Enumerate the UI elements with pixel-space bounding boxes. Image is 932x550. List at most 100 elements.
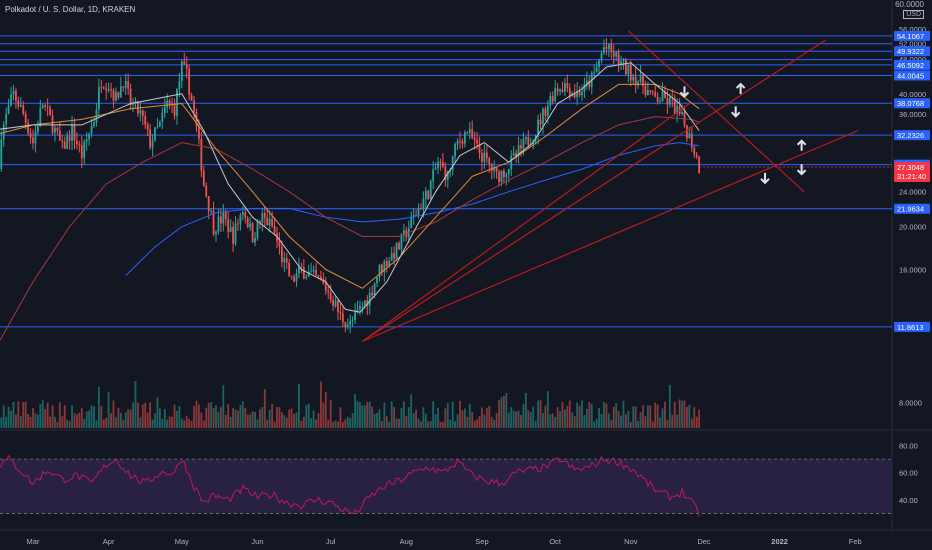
volume-bar [78,412,81,428]
candle-body [566,82,569,88]
volume-bar [373,413,376,428]
candle-body [546,105,549,116]
volume-bar [629,421,632,428]
volume-bar [63,405,66,428]
volume-bar [227,404,230,428]
volume-bar [44,408,47,428]
candle-body [271,218,274,227]
volume-bar [585,408,588,428]
volume-bar [80,408,83,428]
price-tick-label: 16.0000 [899,265,926,274]
candle-body [27,122,30,133]
volume-bar [493,419,496,428]
candle-body [100,87,103,89]
down-arrow-icon[interactable] [679,86,690,98]
volume-bar [686,406,688,428]
candle-body [63,141,66,149]
candle-body [222,211,225,224]
volume-bar [661,408,664,428]
volume-bar [256,419,259,428]
volume-bar [51,405,54,428]
candle-body [578,90,581,96]
volume-bar [503,395,505,428]
candle-body [158,121,161,127]
volume-bar [15,414,17,428]
volume-bar [420,421,422,428]
candle-body [402,230,405,235]
candle-body [215,231,217,235]
trendlines [362,30,858,342]
candle-body [341,313,344,323]
level-price-label: 38.0768 [897,99,924,108]
up-arrow-icon[interactable] [735,82,746,95]
volume-bar [639,412,642,428]
level-price-label: 49.9322 [897,47,924,56]
volume-bar [119,412,122,428]
volume-bar [276,407,278,428]
volume-bar [17,401,20,428]
volume-bar [442,421,444,428]
candle-body [398,242,400,250]
candle-body [310,271,313,273]
candle-body [46,106,49,108]
candle-body [524,137,527,140]
candle-body [439,161,442,163]
candle-body [80,145,83,159]
volume-bar [485,407,488,428]
volume-bar [46,402,49,428]
trendline[interactable] [362,130,858,342]
candle-body [163,107,166,113]
candle-body [337,300,339,313]
currency-unit-button[interactable]: USD [903,10,924,19]
volume-bar [341,421,344,428]
down-arrow-icon[interactable] [760,172,770,185]
volume-bar [315,419,317,428]
volume-bar [415,409,417,428]
volume-bar [200,412,203,428]
volume-bar [654,402,657,428]
candle-body [688,133,691,139]
candle-body [573,93,576,98]
volume-bar [561,402,564,428]
candle-body [280,246,283,263]
candle-body [437,161,439,169]
candle-body [151,140,154,148]
candle-body [339,312,342,314]
candle-body [68,136,71,141]
volume-bar [466,416,469,428]
candle-body [664,91,666,98]
volume-bar [571,412,574,428]
volume-bar [388,421,391,428]
trendline[interactable] [627,30,805,193]
volume-bar [690,418,693,428]
volume-bar [93,406,95,428]
volume-bar [527,410,530,428]
price-tick-label: 48.0000 [899,55,926,64]
up-arrow-icon[interactable] [796,139,807,151]
volume-bar [412,413,415,428]
volume-bar [73,413,76,428]
candle-body [32,137,34,144]
candle-body [361,305,364,307]
volume-bar [398,418,400,428]
candle-body [285,258,288,263]
candle-body [625,60,627,75]
candle-body [564,82,566,92]
volume-bar [590,403,593,428]
time-tick-label: May [175,537,189,546]
volume-bar [90,405,93,428]
candle-body [332,299,335,307]
down-arrow-icon[interactable] [796,164,807,176]
volume-bar [202,420,205,428]
down-arrow-icon[interactable] [731,106,741,118]
volume-bar [207,402,210,428]
candle-body [56,127,59,131]
candle-body [622,60,625,62]
trendline[interactable] [362,103,690,342]
volume-bar [237,410,239,428]
candle-body [139,110,142,114]
volume-bar [583,414,586,428]
trendline[interactable] [362,39,827,342]
candle-body [459,140,461,142]
